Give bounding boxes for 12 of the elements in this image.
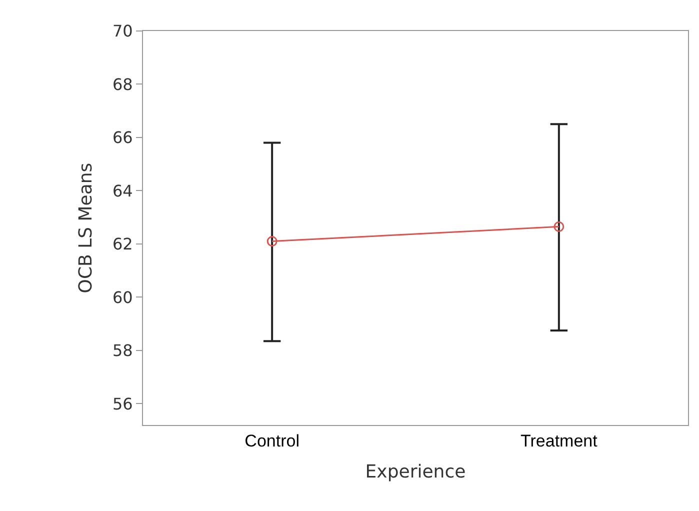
x-tick-label: Treatment [520, 431, 598, 450]
x-axis-title: Experience [365, 462, 466, 482]
y-tick-label: 58 [112, 341, 133, 360]
y-tick-label: 68 [112, 74, 133, 94]
y-tick-label: 60 [112, 288, 133, 307]
y-tick-label: 64 [112, 181, 133, 200]
y-axis-title: OCB LS Means [76, 162, 97, 294]
x-tick-label: Control [244, 431, 300, 450]
y-tick-label: 62 [112, 234, 133, 254]
y-tick-label: 56 [112, 394, 133, 414]
y-tick-label: 66 [112, 128, 133, 148]
y-tick-label: 70 [112, 22, 133, 41]
